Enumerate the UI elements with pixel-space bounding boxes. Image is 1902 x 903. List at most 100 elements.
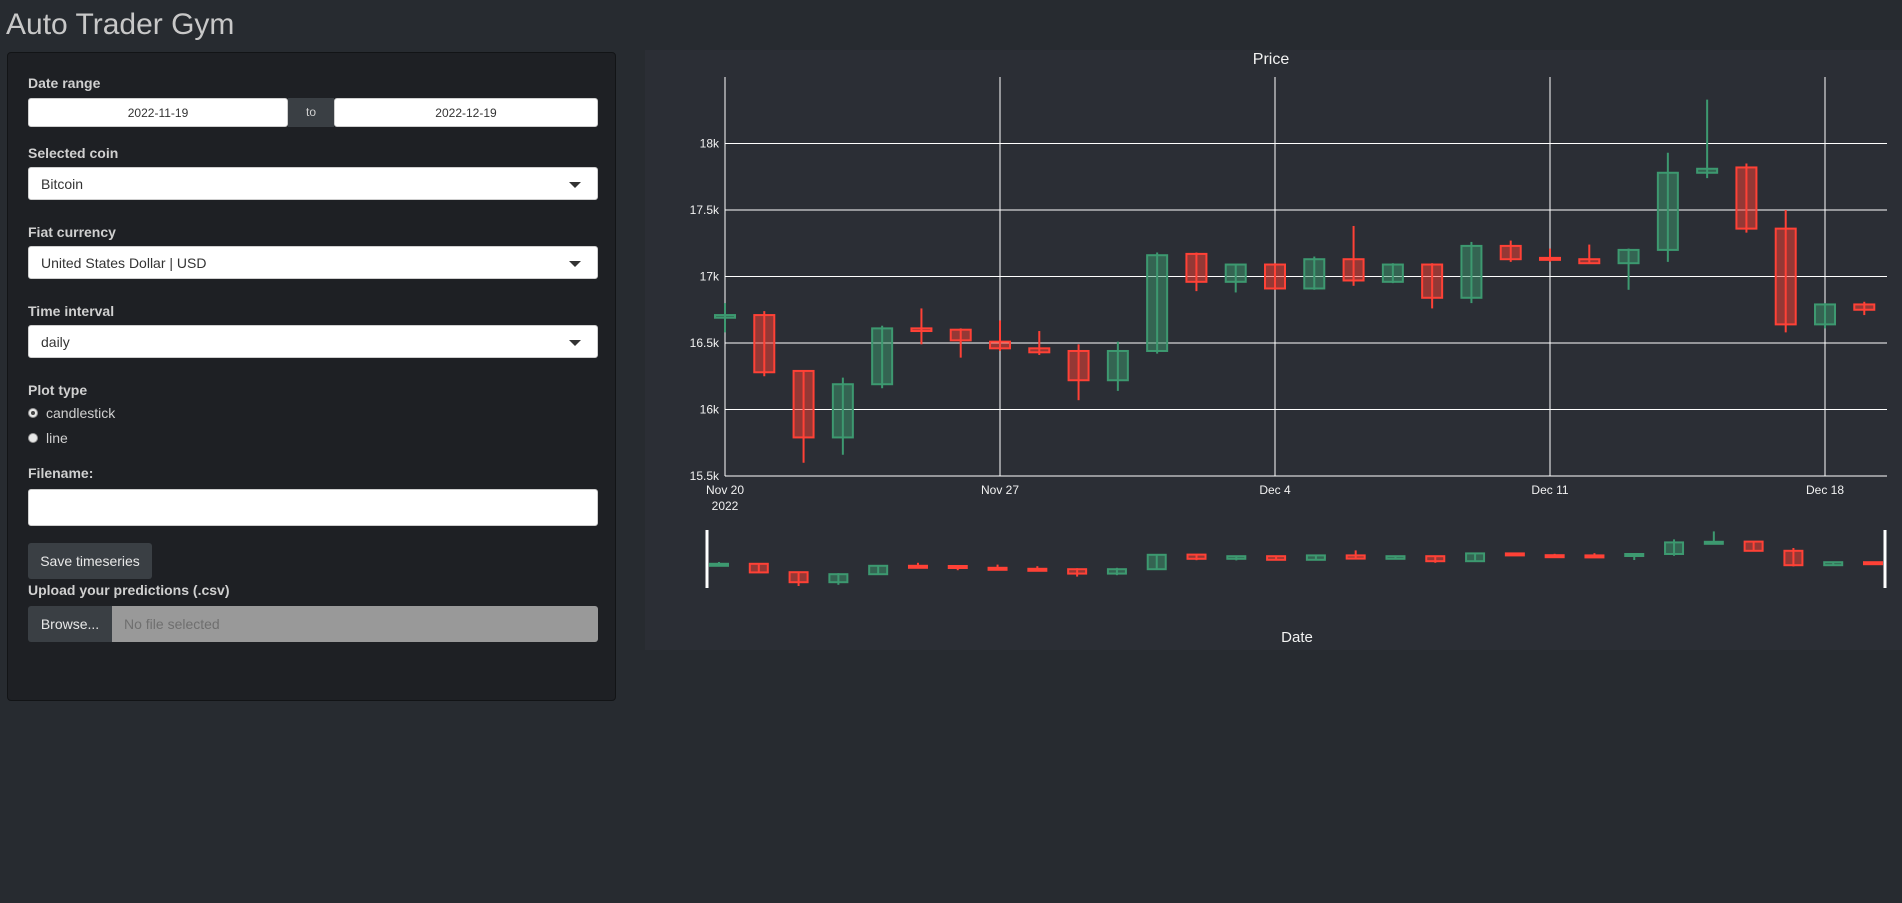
candle-body bbox=[989, 340, 1011, 350]
mini-candle-body bbox=[1146, 553, 1167, 571]
app-title: Auto Trader Gym bbox=[6, 8, 235, 41]
mini-candle-body bbox=[828, 573, 849, 584]
candle[interactable] bbox=[753, 311, 776, 377]
chart-grid bbox=[724, 77, 1887, 477]
candle-body bbox=[1028, 347, 1051, 354]
candle[interactable] bbox=[1656, 152, 1679, 262]
candle[interactable] bbox=[1185, 252, 1208, 292]
mini-candle-body bbox=[1305, 554, 1326, 561]
candle[interactable] bbox=[1028, 331, 1051, 355]
candle[interactable] bbox=[1617, 248, 1640, 290]
mini-candle-body bbox=[1703, 540, 1724, 545]
mini-candle bbox=[947, 565, 968, 571]
candle[interactable] bbox=[1578, 244, 1601, 265]
candle[interactable] bbox=[1264, 263, 1286, 290]
chevron-down-icon bbox=[569, 340, 581, 346]
candle[interactable] bbox=[1303, 256, 1326, 290]
mini-candle-body bbox=[1743, 540, 1764, 552]
x-tick-label: Dec 11 bbox=[1531, 483, 1568, 497]
candle[interactable] bbox=[1381, 263, 1404, 284]
mini-candle-body bbox=[1823, 561, 1844, 567]
candle-body bbox=[1106, 349, 1129, 382]
candle-body bbox=[753, 314, 776, 374]
candle-body bbox=[714, 314, 736, 319]
mini-candle bbox=[1624, 553, 1645, 560]
radio-unchecked-icon[interactable] bbox=[28, 433, 38, 443]
mini-candle-body bbox=[987, 566, 1008, 571]
candle[interactable] bbox=[1814, 303, 1836, 329]
mini-candle bbox=[1425, 555, 1446, 563]
end-date-input[interactable]: 2022-12-19 bbox=[334, 98, 598, 127]
mini-candle bbox=[1544, 553, 1565, 559]
sidebar-panel: Date range 2022-11-19 to 2022-12-19 Sele… bbox=[7, 52, 616, 701]
mini-candle-body bbox=[1266, 555, 1287, 561]
interval-select-value: daily bbox=[41, 334, 70, 350]
mini-candle-body bbox=[788, 571, 809, 584]
y-tick-label: 17.5k bbox=[690, 203, 720, 217]
mini-candle-body bbox=[1584, 554, 1605, 559]
mini-candle bbox=[1027, 566, 1048, 572]
filename-input[interactable] bbox=[28, 489, 598, 526]
mini-candle-body bbox=[709, 562, 729, 567]
radio-label-line: line bbox=[46, 430, 68, 446]
candle[interactable] bbox=[1146, 252, 1169, 354]
x-tick-label: Dec 18 bbox=[1806, 483, 1844, 497]
candle-body bbox=[1421, 263, 1444, 299]
mini-candle bbox=[1465, 552, 1486, 563]
browse-button[interactable]: Browse... bbox=[28, 606, 112, 642]
candle[interactable] bbox=[910, 308, 933, 345]
radio-option-candlestick[interactable]: candlestick bbox=[28, 405, 115, 421]
candle[interactable] bbox=[1539, 248, 1561, 262]
candle-body bbox=[1342, 258, 1365, 282]
radio-option-line[interactable]: line bbox=[28, 430, 68, 446]
candle[interactable] bbox=[1421, 263, 1444, 309]
start-date-input[interactable]: 2022-11-19 bbox=[28, 98, 288, 127]
candle-body bbox=[1381, 263, 1404, 283]
mini-candle-body bbox=[1544, 554, 1565, 559]
candle[interactable] bbox=[871, 325, 894, 389]
candle[interactable] bbox=[1342, 225, 1365, 286]
candle[interactable] bbox=[1067, 344, 1090, 401]
candle[interactable] bbox=[989, 320, 1011, 351]
candlestick-chart: Price 15.5k 16k 16.5k 17k 17.5k 18k Nov 20 202… bbox=[690, 51, 1887, 646]
fiat-select[interactable]: United States Dollar | USD bbox=[28, 246, 598, 279]
candle[interactable] bbox=[1499, 240, 1522, 262]
coin-select[interactable]: Bitcoin bbox=[28, 167, 598, 200]
candle[interactable] bbox=[792, 369, 815, 463]
mini-candle bbox=[1186, 553, 1207, 561]
candle-body bbox=[1460, 244, 1483, 299]
candle-series bbox=[714, 99, 1876, 463]
candle-body bbox=[1814, 303, 1836, 326]
mini-candle-body bbox=[1186, 553, 1207, 560]
candle[interactable] bbox=[1460, 241, 1483, 304]
mini-candle-body bbox=[1106, 568, 1127, 575]
chart-title: Price bbox=[1253, 51, 1290, 68]
interval-select[interactable]: daily bbox=[28, 325, 598, 358]
radio-checked-icon[interactable] bbox=[28, 408, 38, 418]
candle[interactable] bbox=[949, 328, 972, 358]
mini-candle-body bbox=[1027, 567, 1048, 572]
save-timeseries-button[interactable]: Save timeseries bbox=[28, 543, 152, 579]
candle[interactable] bbox=[1853, 301, 1876, 316]
candle-body bbox=[1224, 263, 1247, 283]
x-tick-label: Nov 27 bbox=[981, 483, 1019, 497]
range-slider[interactable] bbox=[705, 530, 1887, 588]
mini-candle-body bbox=[748, 562, 769, 574]
candle[interactable] bbox=[1224, 263, 1247, 293]
mini-candle bbox=[868, 564, 889, 576]
plot-type-label: Plot type bbox=[28, 382, 88, 398]
candle[interactable] bbox=[714, 303, 736, 333]
candle[interactable] bbox=[1696, 99, 1719, 179]
candle[interactable] bbox=[1735, 163, 1758, 233]
coin-label: Selected coin bbox=[28, 145, 119, 161]
candle-body bbox=[1735, 166, 1758, 230]
mini-candle-body bbox=[907, 564, 928, 569]
y-tick-label: 17k bbox=[700, 270, 720, 284]
candle[interactable] bbox=[1106, 341, 1129, 391]
candle[interactable] bbox=[831, 377, 854, 455]
candle-body bbox=[1617, 248, 1640, 265]
candle-body bbox=[1774, 227, 1797, 326]
candle[interactable] bbox=[1774, 210, 1797, 333]
y-axis: 15.5k 16k 16.5k 17k 17.5k 18k bbox=[690, 137, 720, 484]
candle-body bbox=[1067, 349, 1090, 382]
